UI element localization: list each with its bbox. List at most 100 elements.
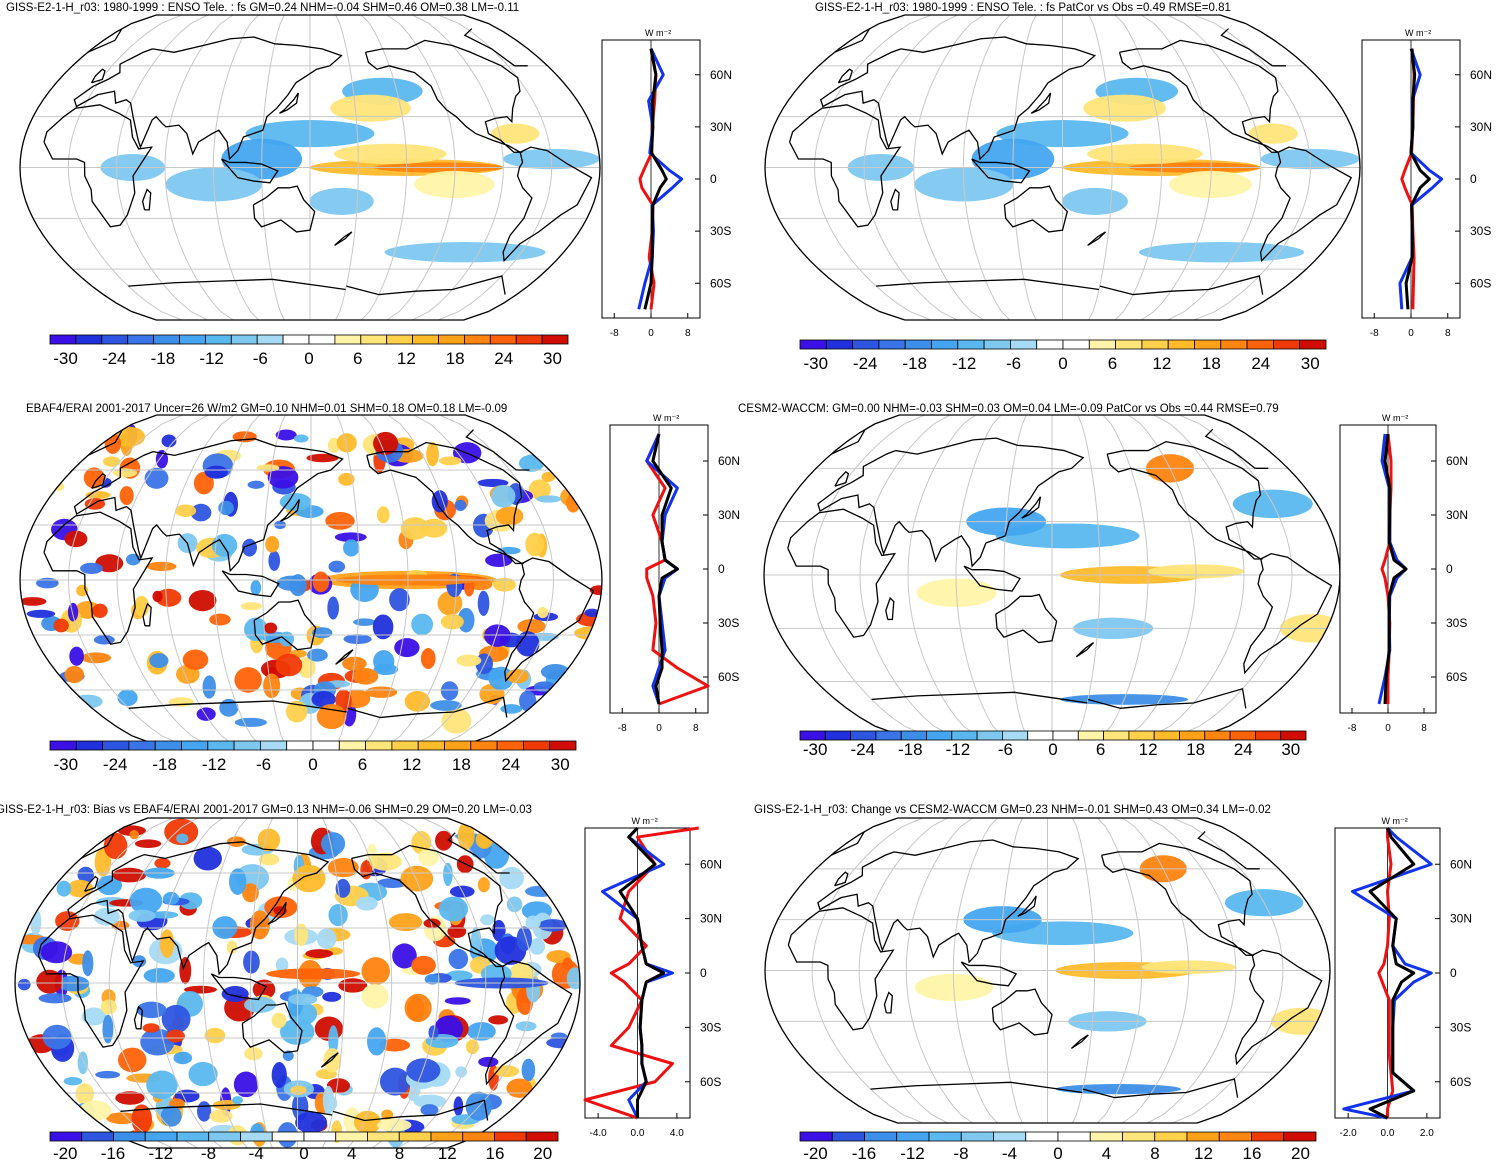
anomaly-patch (293, 434, 309, 443)
colorbar-segment (976, 730, 1003, 741)
anomaly-patch (17, 978, 31, 991)
anomaly-patch (80, 652, 112, 664)
anomaly-patch (404, 690, 431, 712)
colorbar-segment (1273, 339, 1301, 350)
anomaly-patch (142, 1023, 160, 1033)
coastline-nz (1087, 231, 1106, 246)
anomaly-patch (343, 539, 360, 557)
anomaly-patch (430, 700, 462, 711)
colorbar-segment (1153, 730, 1180, 741)
anomaly-patch (355, 896, 378, 911)
zonal-mean-profile: W m⁻² 60N 30N 0 30S 60S -8 0 8 (1361, 28, 1492, 339)
anomaly-patch (456, 654, 482, 667)
anomaly-patch (96, 875, 123, 896)
map-border (763, 414, 1341, 736)
lat-tick-label: 30N (710, 120, 732, 134)
coastline-greenland (834, 28, 871, 53)
units-label: W m⁻² (653, 413, 679, 423)
colorbar: -30 -24 -18 -12 -6 0 6 12 18 24 30 (49, 334, 569, 368)
colorbar-segment (207, 740, 235, 751)
anomaly-patch (1248, 123, 1298, 144)
colorbar-segment (391, 740, 419, 751)
colorbar-tick-label: -30 (53, 755, 78, 774)
colorbar-segment (799, 339, 827, 350)
colorbar-segment (208, 1131, 241, 1142)
colorbar-tick-label: -6 (998, 740, 1013, 759)
zonal-mean-profile: W m⁻² 60N 30N 0 30S 60S -8 0 8 (609, 413, 740, 734)
anomaly-patch (146, 1070, 178, 1100)
lat-tick-label: 60N (1470, 68, 1492, 82)
colorbar-segment (1218, 1131, 1252, 1142)
coastline-nz (1075, 642, 1095, 658)
coastline-eurasia (73, 36, 343, 161)
anomaly-patch (509, 962, 535, 983)
shaded-field (916, 454, 1340, 705)
anomaly-patch (173, 1051, 193, 1065)
anomaly-patch (26, 609, 56, 618)
colorbar-segment (49, 1131, 83, 1142)
colorbar-segment (1299, 339, 1327, 350)
units-label: W m⁻² (1382, 816, 1408, 826)
anomaly-patch (257, 828, 281, 852)
coastline-australia (991, 988, 1053, 1036)
anomaly-patch (1061, 187, 1128, 215)
coastline-greenland (830, 831, 865, 856)
coastline-antarctica (120, 1103, 333, 1116)
colorbar-segment (489, 334, 517, 345)
lat-tick-label: 30S (1470, 224, 1491, 238)
colorbar-tick-label: 0 (1048, 740, 1057, 759)
anomaly-patch (128, 909, 156, 922)
lat-tick-label: 0 (718, 562, 725, 576)
anomaly-patch (455, 1066, 468, 1078)
colorbar-tick-label: 0 (1058, 354, 1067, 373)
anomaly-patch (175, 504, 197, 517)
colorbar-segment (1280, 730, 1307, 741)
colorbar-tick-label: 12 (1194, 1144, 1213, 1163)
colorbar-segment (931, 339, 959, 350)
panel-title: EBAF4/ERAI 2001-2017 Uncer=26 W/m2 GM=0.… (26, 403, 508, 415)
coastline-greenland (831, 428, 866, 455)
coastline-namerica (364, 39, 523, 153)
x-tick-label: 8 (685, 328, 691, 339)
colorbar-tick-label: 8 (395, 1144, 404, 1163)
anomaly-patch (454, 499, 467, 512)
colorbar-segment (900, 730, 927, 741)
anomaly-patch (136, 1001, 167, 1019)
anomaly-patch (306, 453, 339, 463)
coastline-antarctica (346, 275, 506, 296)
anomaly-patch (197, 1101, 212, 1122)
anomaly-patch (112, 867, 147, 883)
colorbar-segment (1251, 1131, 1285, 1142)
colorbar-tick-label: -8 (953, 1144, 968, 1163)
colorbar-tick-label: -6 (253, 349, 268, 368)
units-label: W m⁻² (645, 28, 671, 38)
anomaly-patch (389, 588, 410, 612)
coastline-madagascar (142, 602, 152, 627)
colorbar-tick-label: 24 (1251, 354, 1270, 373)
lat-tick-label: 60N (700, 857, 722, 871)
anomaly-patch (288, 993, 318, 1005)
anomaly-patch (322, 991, 342, 1002)
anomaly-patch (305, 949, 334, 959)
colorbar-segment (286, 740, 314, 751)
colorbar: -30 -24 -18 -12 -6 0 6 12 18 24 30 (49, 740, 577, 774)
coastline-eurasia (817, 839, 1080, 964)
anomaly-patch (517, 619, 546, 634)
zonal-mean-profile: W m⁻² 60N 30N 0 30S 60S -8 0 8 (1339, 413, 1468, 734)
colorbar-tick-label: 12 (1152, 354, 1171, 373)
anomaly-patch (322, 1085, 335, 1115)
colorbar-segment (960, 1131, 994, 1142)
colorbar-segment (878, 339, 906, 350)
colorbar-segment (367, 1131, 400, 1142)
anomaly-patch (182, 649, 209, 670)
colorbar-segment (360, 334, 388, 345)
colorbar-tick-label: -6 (256, 755, 271, 774)
colorbar-tick-label: 12 (402, 755, 421, 774)
anomaly-patch (267, 466, 299, 489)
anomaly-patch (326, 1078, 351, 1094)
anomaly-patch (538, 919, 568, 932)
colorbar-tick-label: -20 (803, 1144, 828, 1163)
colorbar-segment (256, 334, 284, 345)
anomaly-patch (285, 700, 308, 723)
colorbar-segment (541, 334, 569, 345)
